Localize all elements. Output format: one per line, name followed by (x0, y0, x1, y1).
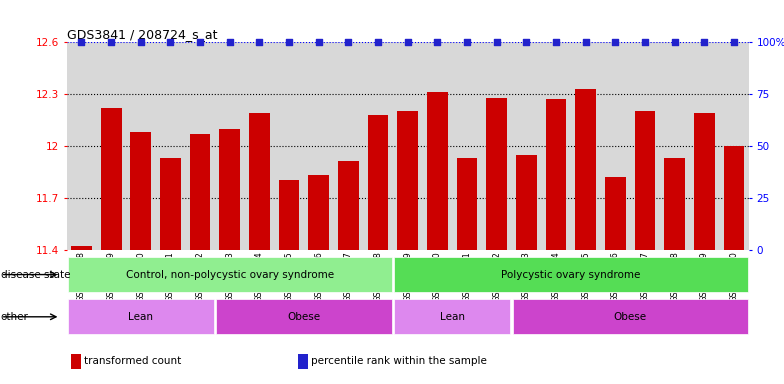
Bar (338, 161, 359, 250)
Point (431, 39, 444, 45)
Text: percentile rank within the sample: percentile rank within the sample (311, 356, 487, 366)
Bar (130, 132, 151, 250)
Point (283, 39, 296, 45)
Point (579, 39, 592, 45)
Point (313, 39, 325, 45)
Point (372, 39, 384, 45)
Bar (394, 257, 747, 292)
Point (223, 39, 236, 45)
Bar (513, 299, 747, 334)
Bar (724, 146, 744, 250)
Point (253, 39, 266, 45)
Bar (427, 92, 448, 250)
Text: transformed count: transformed count (84, 356, 181, 366)
Point (520, 39, 532, 45)
Text: disease state: disease state (1, 270, 71, 280)
Point (135, 39, 147, 45)
Point (668, 39, 681, 45)
Bar (664, 158, 685, 250)
Text: other: other (1, 312, 29, 322)
Point (194, 39, 206, 45)
Text: GDS3841 / 208724_s_at: GDS3841 / 208724_s_at (67, 28, 217, 41)
Point (550, 39, 562, 45)
Bar (456, 158, 477, 250)
Bar (575, 89, 596, 250)
Bar (216, 299, 392, 334)
Bar (546, 99, 566, 250)
Text: Obese: Obese (614, 312, 647, 322)
Point (728, 39, 740, 45)
Bar (100, 108, 122, 250)
Bar (394, 299, 510, 334)
Point (75, 39, 88, 45)
Bar (220, 129, 240, 250)
Text: Lean: Lean (129, 312, 154, 322)
Bar (397, 111, 418, 250)
Text: Lean: Lean (440, 312, 465, 322)
Bar (68, 257, 392, 292)
Point (105, 39, 118, 45)
Bar (516, 155, 537, 250)
Text: Polycystic ovary syndrome: Polycystic ovary syndrome (501, 270, 641, 280)
Point (490, 39, 503, 45)
Bar (190, 134, 210, 250)
Point (639, 39, 652, 45)
Bar (694, 113, 714, 250)
Bar (368, 115, 388, 250)
Point (401, 39, 414, 45)
Bar (634, 111, 655, 250)
Bar (308, 175, 329, 250)
Point (461, 39, 474, 45)
Text: Obese: Obese (287, 312, 321, 322)
Text: Control, non-polycystic ovary syndrome: Control, non-polycystic ovary syndrome (125, 270, 334, 280)
Point (164, 39, 176, 45)
Bar (68, 299, 214, 334)
Bar (486, 98, 507, 250)
Bar (278, 180, 299, 250)
Bar (249, 113, 270, 250)
Point (698, 39, 710, 45)
Point (342, 39, 354, 45)
Bar (160, 158, 181, 250)
Bar (605, 177, 626, 250)
Bar (71, 246, 92, 250)
Point (609, 39, 622, 45)
